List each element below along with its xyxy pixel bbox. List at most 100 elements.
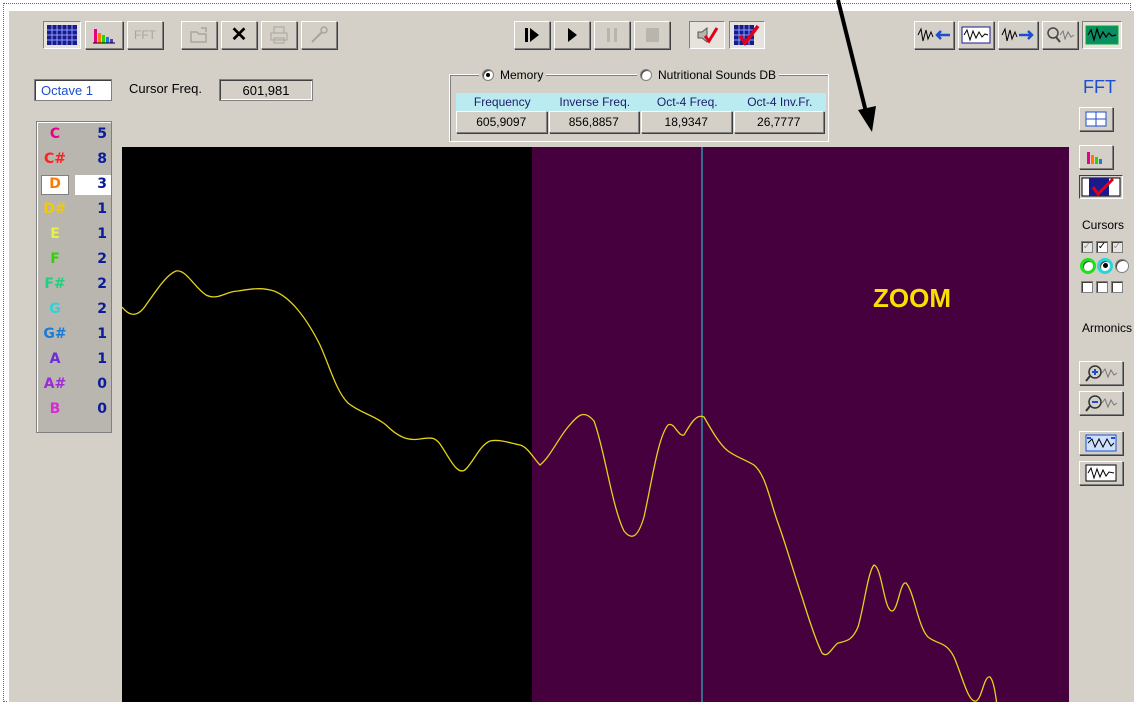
pause-icon [607,28,617,42]
step-play-button[interactable] [514,21,550,49]
cursor-grid-check-button[interactable] [1079,175,1123,199]
grid-check-icon [734,24,760,46]
note-count: 1 [97,201,107,217]
spectrum-waveform [122,270,998,702]
header-inverse-freq: Inverse Freq. [559,95,631,109]
pause-button[interactable] [594,21,630,49]
note-name: F# [44,276,66,292]
spectrum-plot[interactable] [122,147,1069,702]
shift-left-button[interactable] [914,21,954,49]
cursor-checkbox-1[interactable]: ✓ [1081,241,1093,253]
waveform-view-button[interactable] [958,21,994,49]
bar-chart-icon [1087,152,1102,164]
armonic-checkbox-1[interactable] [1081,281,1093,293]
cursor-freq-label: Cursor Freq. [129,81,202,96]
note-count: 1 [97,226,107,242]
note-name: G# [43,326,67,342]
header-oct4-freq: Oct-4 Freq. [656,95,718,109]
cursor-radio-cyan[interactable] [1097,258,1113,274]
note-count: 1 [97,351,107,367]
stop-button[interactable] [634,21,670,49]
note-name: B [49,401,61,417]
armonic-checkbox-2[interactable] [1096,281,1108,293]
octave-selector[interactable]: Octave 1 [34,79,112,101]
cursor-radio-green[interactable] [1080,258,1096,274]
shift-right-button[interactable] [998,21,1038,49]
note-count: 2 [97,276,107,292]
cursor-radio-white[interactable] [1115,259,1129,273]
bar-chart-icon [93,29,115,44]
delete-button[interactable]: ✕ [221,21,257,49]
grid-layout-button[interactable] [1079,107,1113,131]
close-icon: ✕ [230,24,248,46]
value-inverse-freq: 856,8857 [548,111,639,133]
note-name: G [49,301,61,317]
play-icon [568,28,577,42]
note-count-panel: C 5 C# 8 D 3 D# 1 E 1 F 2 F# 2 G 2 G# 1 A 1 A# 0 B 0 [36,121,112,433]
bar-spectrum-button[interactable] [1079,145,1113,169]
green-waveform-button[interactable] [1082,21,1122,49]
zoom-out-button[interactable] [1079,391,1123,415]
fft-button[interactable]: FFT [127,21,163,49]
note-name: F [50,251,60,267]
armonic-checkbox-3[interactable] [1111,281,1123,293]
note-count: 8 [97,151,107,167]
wrench-icon [311,26,328,43]
memory-radio[interactable]: Memory [479,67,547,83]
note-count: 1 [97,326,107,342]
note-name: D# [43,201,67,217]
open-folder-icon [190,27,207,43]
note-name: A# [43,376,67,392]
nutritional-db-radio[interactable]: Nutritional Sounds DB [637,67,780,83]
raw-wave-button[interactable] [1079,461,1123,485]
grid-icon [47,25,77,45]
waveform-box-icon [961,26,991,44]
stop-icon [646,28,659,42]
spectrum-analyzer-window: FFT ✕ [8,10,1134,702]
note-count: 2 [97,251,107,267]
note-count: 5 [97,126,107,142]
sound-toggle-button[interactable] [689,21,725,49]
cursor-checkbox-3[interactable]: ✓ [1111,241,1123,253]
note-count: 3 [97,176,107,192]
grid-view-button[interactable] [43,21,81,49]
memory-table-values: 605,9097 856,8857 18,9347 26,7777 [456,111,826,133]
printer-icon [270,26,288,44]
zoom-in-icon [1085,365,1118,382]
cursors-label: Cursors [1082,218,1125,232]
magnifier-wave-icon [1047,27,1075,43]
plot-unzoomed-region [122,147,532,702]
memory-table-header: Frequency Inverse Freq. Oct-4 Freq. Oct-… [456,93,826,111]
note-row: G# 1 [37,326,111,346]
header-frequency: Frequency [473,95,531,109]
note-row: F# 2 [37,276,111,296]
fit-wave-button[interactable] [1079,431,1123,455]
value-oct4-inv-freq: 26,7777 [733,111,824,133]
grid-quadrant-icon [1085,111,1107,127]
speaker-check-icon [697,26,719,44]
note-name: D [41,175,69,195]
note-name: A [49,351,61,367]
spectrum-bars-button[interactable] [85,21,123,49]
nutritional-db-radio-label: Nutritional Sounds DB [658,68,777,82]
open-file-button[interactable] [181,21,217,49]
zoom-wave-button[interactable] [1042,21,1078,49]
note-row: C# 8 [37,151,111,171]
note-row-highlight [75,175,111,195]
note-name: E [50,226,60,242]
note-name: C# [43,151,66,167]
settings-tool-button[interactable] [301,21,337,49]
grid-check-button[interactable] [729,21,765,49]
step-forward-icon [525,28,539,42]
wave-left-arrow-icon [917,27,950,42]
expand-wave-icon [1085,434,1117,452]
wave-right-arrow-icon [1001,27,1034,42]
zoom-in-button[interactable] [1079,361,1123,385]
print-button[interactable] [261,21,297,49]
play-button[interactable] [554,21,590,49]
note-count: 2 [97,301,107,317]
cursor-checkbox-2[interactable]: ✓ [1096,241,1108,253]
